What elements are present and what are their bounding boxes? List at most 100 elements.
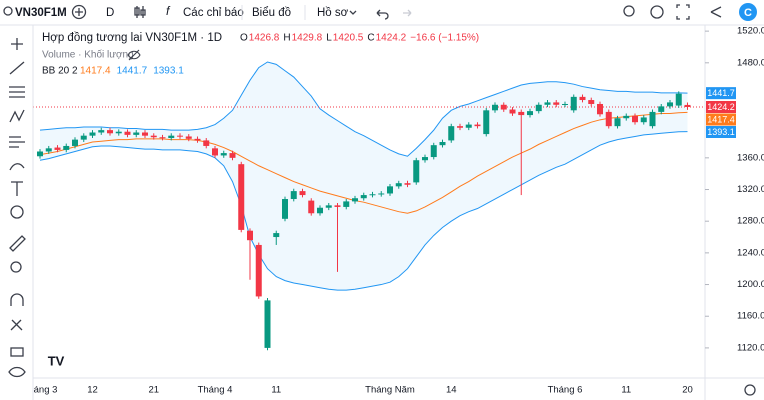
quick-search[interactable] <box>623 5 635 17</box>
legend-value: 1426.8 <box>249 33 280 44</box>
search-icon[interactable] <box>3 6 13 16</box>
legend-value: H <box>283 33 290 44</box>
price-tag-label: 1441.7 <box>707 88 735 98</box>
legend-value: −16.6 (−1.15%) <box>410 33 479 44</box>
candle-body <box>352 198 358 202</box>
price-tag <box>706 100 736 113</box>
candle-body <box>457 126 463 128</box>
x-tick-label: Tháng 4 <box>198 385 233 396</box>
y-tick-label: 1160.0 <box>737 311 764 322</box>
price-tag-label: 1417.4 <box>707 114 735 124</box>
redo-button[interactable] <box>403 9 412 17</box>
share-button[interactable] <box>710 6 722 18</box>
settings-button[interactable] <box>650 5 664 19</box>
axis-settings[interactable] <box>744 384 756 396</box>
candle-body <box>483 110 490 135</box>
candle-body <box>658 106 665 112</box>
undo-button[interactable] <box>376 9 389 20</box>
lock-tool[interactable] <box>10 347 24 357</box>
candle-body <box>579 96 586 101</box>
candle-body <box>588 100 595 104</box>
zoom-tool[interactable] <box>10 261 22 273</box>
toolbar-bg <box>0 25 33 400</box>
eye-icon <box>127 49 141 61</box>
candle-body <box>343 201 350 207</box>
candle-body <box>54 147 61 150</box>
candle-body <box>360 195 367 199</box>
candle-body <box>378 193 385 195</box>
compare-icon <box>75 8 83 16</box>
candle-body <box>395 183 402 187</box>
candle-body <box>150 135 157 138</box>
text-tool[interactable] <box>11 181 23 196</box>
fib-tool[interactable] <box>9 86 25 98</box>
ruler-tool[interactable] <box>9 235 26 252</box>
candle-body <box>535 104 542 112</box>
candle-body <box>675 93 682 106</box>
y-tick-label: 1360.0 <box>737 152 764 163</box>
brush-tool[interactable] <box>9 163 25 171</box>
trend-line-tool[interactable] <box>9 61 25 75</box>
candle-body <box>439 142 446 146</box>
legend-value: 1424.2 <box>376 33 407 44</box>
candle-body <box>45 148 52 152</box>
candle-body <box>387 186 393 194</box>
pattern-tool[interactable] <box>9 109 25 123</box>
compare-button[interactable] <box>71 4 87 20</box>
candle-body <box>570 96 577 111</box>
band-line <box>39 61 688 157</box>
candle-body <box>290 191 297 200</box>
candle-body <box>107 130 113 134</box>
band-line <box>39 111 688 214</box>
logo[interactable] <box>739 3 757 21</box>
lock-draw-tool[interactable] <box>10 319 23 331</box>
candle-body <box>430 145 437 158</box>
candle-body <box>168 135 175 139</box>
tool-icons[interactable] <box>8 38 26 378</box>
candle-body <box>194 138 201 141</box>
candle-body <box>422 157 428 161</box>
candle-body <box>544 102 551 105</box>
visibility-tool[interactable] <box>8 366 26 378</box>
candle-body <box>413 160 420 183</box>
candle-body <box>203 140 210 146</box>
watermark: TV <box>48 353 65 368</box>
price-tag <box>706 87 736 100</box>
chart-type-button[interactable]: Biểu đồ <box>252 7 291 19</box>
emoji-tool[interactable] <box>10 205 24 219</box>
interval[interactable]: D <box>106 7 114 19</box>
legend-value: L <box>326 33 332 44</box>
indicators-button[interactable]: Các chỉ báo <box>183 7 244 19</box>
projection-tool[interactable] <box>9 136 25 148</box>
candle-body <box>684 104 691 107</box>
candle-body <box>229 153 236 158</box>
candle-body <box>89 132 96 136</box>
left-toolbar <box>0 25 34 400</box>
candle-body <box>605 111 612 127</box>
y-tick-label: 1280.0 <box>737 216 764 227</box>
candle-body <box>159 137 166 139</box>
candle-body <box>247 230 253 241</box>
magnet-tool[interactable] <box>10 293 24 306</box>
profile-button[interactable]: Hồ sơ <box>317 7 349 19</box>
crosshair-tool[interactable] <box>11 38 23 50</box>
x-tick-label: Tháng 3 <box>23 385 58 396</box>
chart-style-button[interactable] <box>134 6 146 18</box>
chevron <box>349 10 357 15</box>
candle-body <box>500 104 507 110</box>
candle-body <box>640 117 647 123</box>
x-tick-label: 20 <box>682 385 693 396</box>
price-tag-label: 1393.1 <box>707 127 735 137</box>
symbol[interactable]: VN30F1M <box>15 7 67 19</box>
fullscreen-button[interactable] <box>676 4 690 20</box>
candle-body <box>492 104 498 111</box>
candle-body <box>273 233 280 238</box>
x-tick-label: Tháng 6 <box>548 385 583 396</box>
candle-body <box>518 111 525 116</box>
x-tick-label: 12 <box>87 385 98 396</box>
candle-body <box>98 130 105 133</box>
candle-body <box>614 118 621 127</box>
price-tag <box>706 125 736 138</box>
candle-body <box>255 244 262 297</box>
